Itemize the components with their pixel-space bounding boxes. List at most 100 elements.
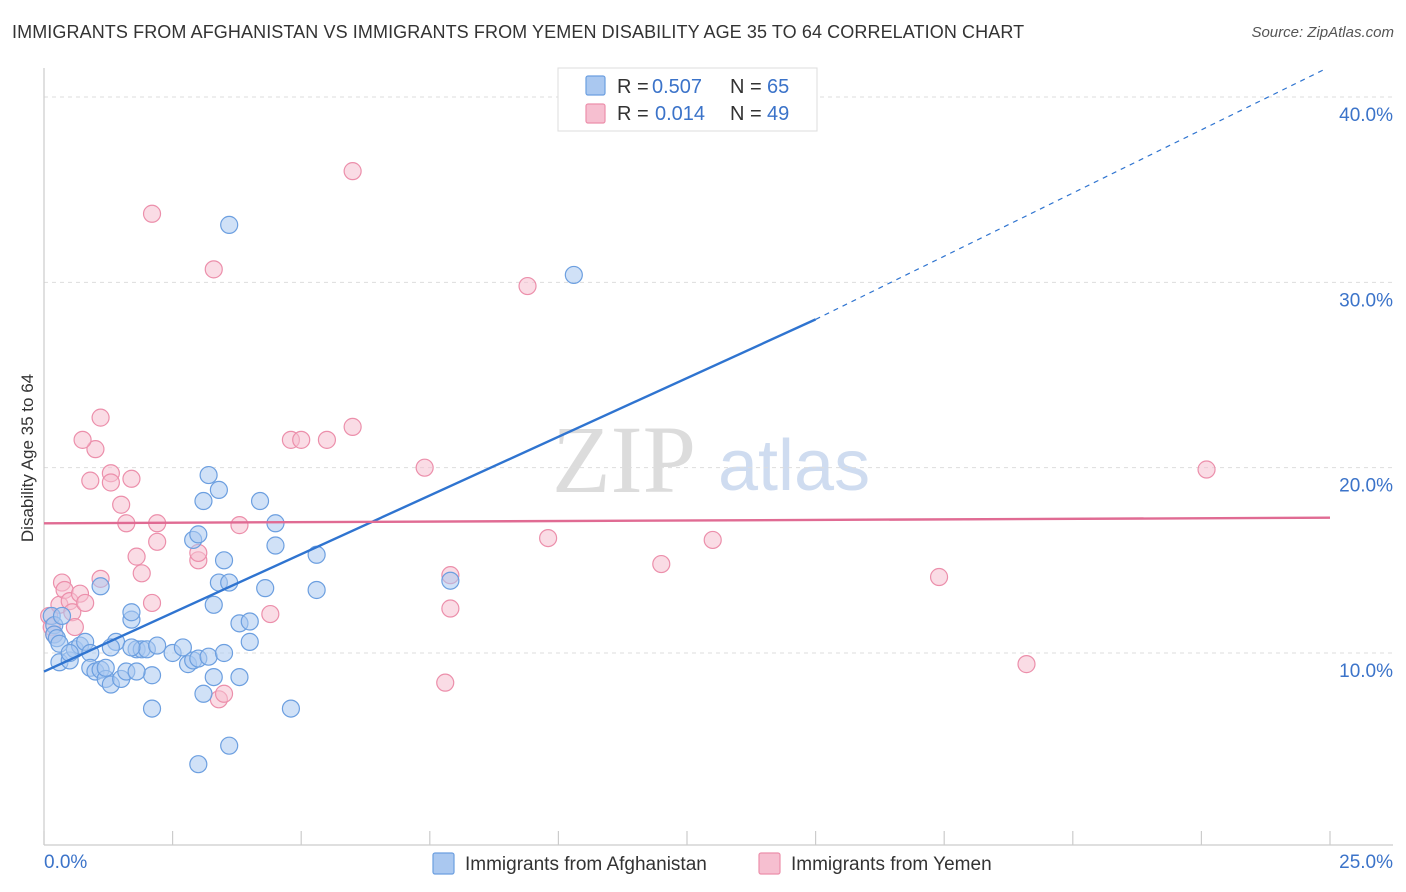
afghanistan-point (52, 606, 72, 626)
legend-r-label-yemen: R = (617, 103, 649, 125)
legend-r-label-afghanistan: R = (617, 76, 649, 98)
yemen-point (261, 604, 280, 624)
afghanistan-point (240, 612, 259, 631)
afghanistan-point (142, 666, 162, 685)
yemen-trend-line (43, 516, 1331, 525)
afghanistan-point (189, 525, 208, 544)
afghanistan-trend-extension (815, 68, 1326, 320)
bottom-legend-swatch-yemen (758, 852, 781, 875)
yemen-point (292, 430, 311, 449)
yemen-point (81, 471, 100, 490)
yemen-point (122, 469, 141, 488)
y-tick-label: 20.0% (1339, 476, 1393, 497)
afghanistan-point (148, 636, 167, 655)
legend-swatch-yemen (585, 103, 606, 124)
afghanistan-point (194, 491, 213, 511)
yemen-point (317, 430, 337, 449)
y-tick-labels: 10.0% 20.0% 30.0% 40.0% (1339, 105, 1393, 682)
yemen-point (518, 276, 537, 296)
trend-lines (43, 68, 1331, 673)
y-tick-label: 40.0% (1339, 105, 1393, 126)
afghanistan-points (42, 215, 583, 774)
afghanistan-point (256, 579, 275, 598)
yemen-point (703, 530, 722, 550)
afghanistan-point (142, 699, 162, 718)
yemen-point (132, 564, 151, 583)
afghanistan-point (122, 603, 141, 622)
gridlines (44, 96, 1393, 654)
yemen-point (148, 532, 167, 551)
afghanistan-point (189, 755, 208, 774)
afghanistan-point (199, 465, 218, 485)
afghanistan-point (214, 551, 234, 570)
bottom-legend-swatch-afghanistan (432, 852, 455, 875)
afghanistan-point (214, 643, 234, 663)
bottom-legend-label-yemen: Immigrants from Yemen (791, 854, 992, 875)
yemen-point (652, 554, 671, 574)
afghanistan-point (199, 647, 218, 666)
x-tick-label-max: 25.0% (1339, 852, 1393, 873)
afghanistan-point (173, 638, 192, 657)
yemen-point (343, 417, 362, 436)
legend-swatch-afghanistan (585, 75, 606, 96)
yemen-point (343, 162, 362, 181)
chart-title: IMMIGRANTS FROM AFGHANISTAN VS IMMIGRANT… (12, 22, 1025, 42)
watermark-atlas: atlas (718, 426, 870, 506)
afghanistan-point (240, 632, 259, 651)
yemen-point (436, 673, 455, 692)
afghanistan-point (266, 536, 285, 555)
yemen-point (1197, 460, 1216, 479)
yemen-point (230, 516, 249, 535)
axes (43, 68, 1393, 846)
bottom-legend: Immigrants from Afghanistan Immigrants f… (432, 852, 992, 875)
y-tick-label: 10.0% (1339, 661, 1393, 682)
y-axis-title: Disability Age 35 to 64 (18, 374, 37, 542)
yemen-point (76, 593, 95, 613)
x-tick-label-min: 0.0% (44, 852, 87, 873)
afghanistan-point (220, 215, 239, 234)
afghanistan-point (204, 595, 223, 614)
legend-r-value-yemen: 0.014 (655, 103, 705, 125)
afghanistan-point (127, 662, 146, 681)
source-label: Source: ZipAtlas.com (1251, 24, 1394, 41)
yemen-point (142, 204, 162, 223)
afghanistan-point (91, 577, 110, 596)
watermark-zip: ZIP (552, 406, 696, 513)
afghanistan-point (250, 491, 270, 511)
afghanistan-point (209, 480, 228, 500)
legend-n-label-yemen: N = (730, 103, 762, 125)
afghanistan-point (122, 638, 141, 657)
yemen-point (73, 430, 92, 449)
afghanistan-trend-line (43, 318, 817, 673)
legend-r-value-afghanistan: 0.507 (652, 76, 702, 98)
afghanistan-point (230, 667, 249, 687)
afghanistan-point (194, 684, 213, 703)
afghanistan-point (96, 658, 115, 677)
yemen-point (214, 684, 234, 703)
afghanistan-point (220, 736, 239, 755)
yemen-point (929, 567, 949, 587)
bottom-legend-label-afghanistan: Immigrants from Afghanistan (465, 854, 707, 875)
yemen-point (204, 260, 223, 279)
yemen-point (127, 547, 146, 566)
y-tick-label: 30.0% (1339, 290, 1393, 311)
yemen-point (415, 458, 434, 477)
top-legend: R = 0.507 N = 65 R = 0.014 N = 49 (557, 67, 818, 132)
afghanistan-point (441, 571, 460, 590)
afghanistan-point (204, 667, 223, 687)
yemen-point (112, 495, 131, 514)
yemen-point (65, 617, 84, 637)
legend-n-label-afghanistan: N = (730, 76, 762, 98)
legend-n-value-yemen: 49 (767, 103, 789, 125)
yemen-point (91, 408, 110, 427)
yemen-point (539, 528, 558, 548)
yemen-point (142, 593, 162, 613)
yemen-point (86, 440, 105, 459)
afghanistan-point (281, 699, 301, 718)
legend-n-value-afghanistan: 65 (767, 76, 789, 98)
yemen-point (1017, 655, 1036, 674)
afghanistan-point (307, 580, 326, 600)
yemen-point (441, 599, 460, 618)
yemen-point (101, 473, 120, 492)
